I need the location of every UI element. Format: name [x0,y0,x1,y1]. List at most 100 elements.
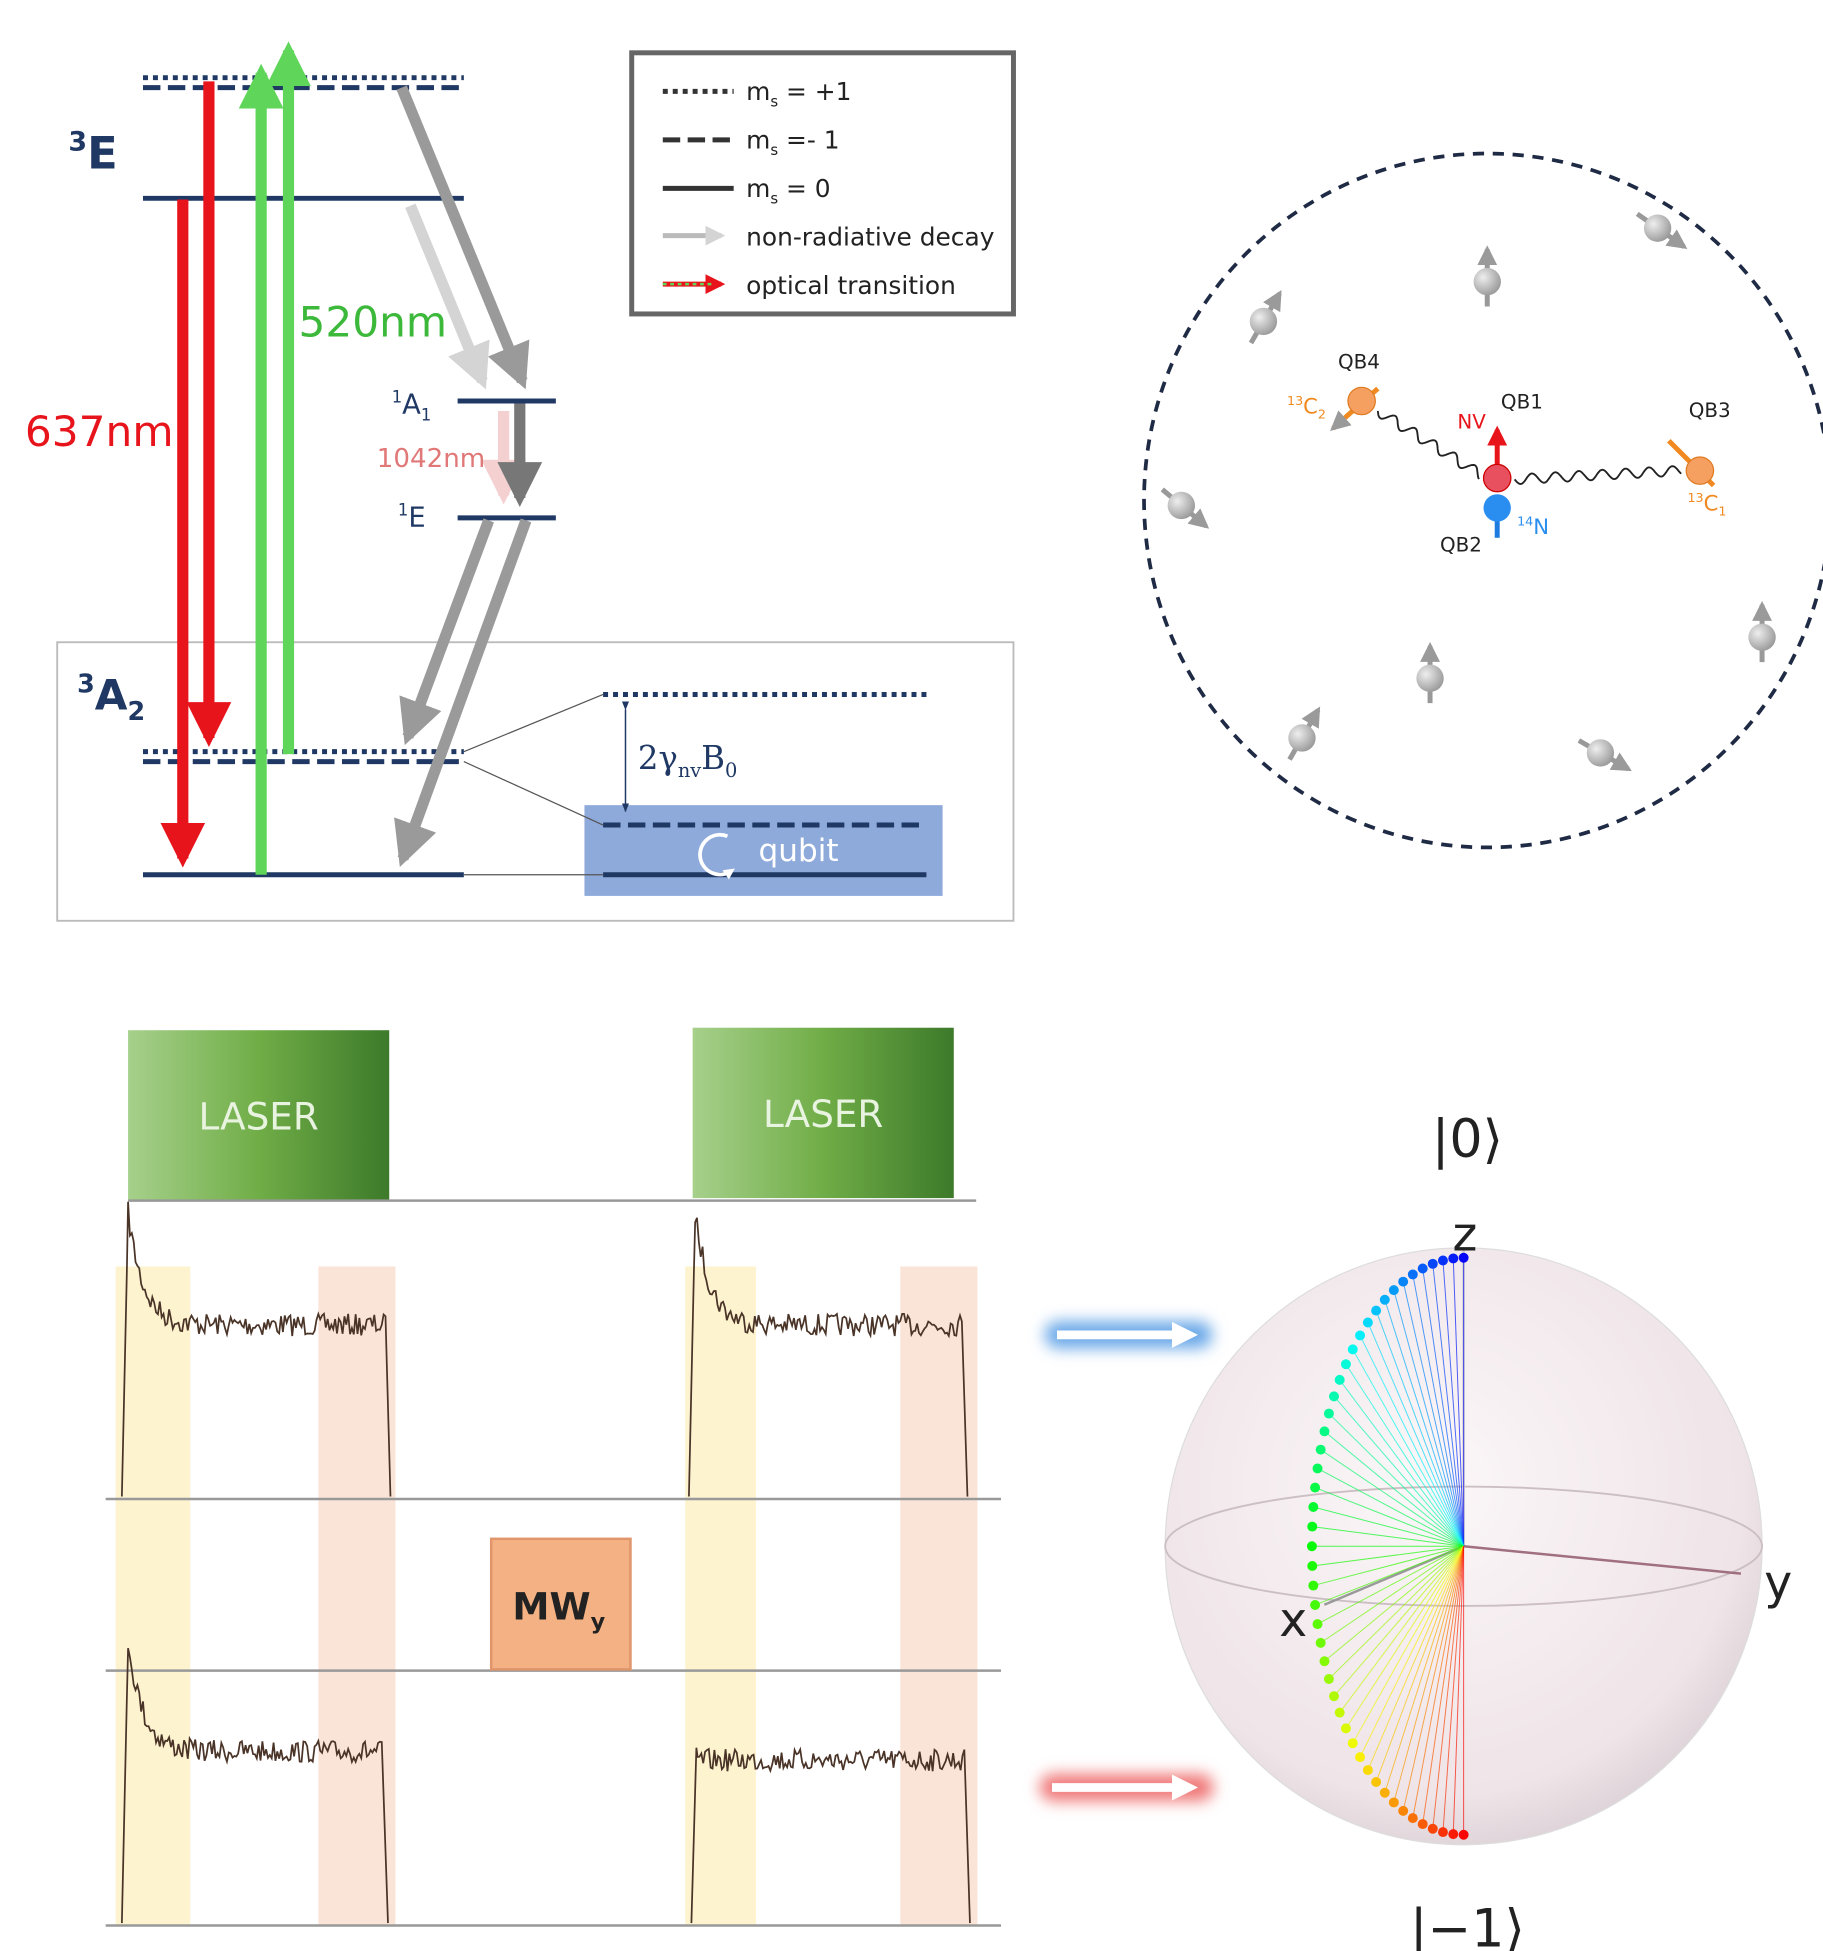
state-tip [1428,1824,1438,1834]
label-part: 3 [77,668,95,698]
figure: 3E1A11E3A2637nm520nm1042nm2γnvB0qubitms … [0,0,1823,1951]
state-tip [1335,1375,1345,1385]
label: |0⟩ [1432,1110,1503,1170]
label-part: = 0 [778,174,830,203]
bath-spin [1416,665,1443,692]
zoom-line [464,694,603,751]
page: { "energy_diagram": { "levels": [ {"sup"… [0,0,1823,1951]
label-part: 2γ [638,739,678,777]
label: ms = 0 [746,174,830,207]
label-part: MW [512,1585,590,1629]
bloch-sphere [1165,1248,1762,1845]
label-part: B [701,739,725,777]
state-tip [1319,1426,1329,1436]
label: LASER [198,1095,318,1139]
label-part: 1 [1718,504,1726,519]
state-tip [1348,1344,1358,1354]
state-tip [1319,1656,1329,1666]
label: 1042nm [377,444,485,474]
bath-spin [1644,214,1671,241]
label: qubit [759,833,839,869]
label: QB2 [1440,533,1482,556]
spin-register [1144,154,1823,848]
label-part: 0 [725,759,737,782]
state-tip [1341,1359,1351,1369]
label-part: =- 1 [778,126,839,155]
state-tip [1371,1306,1381,1316]
label-part: y [591,1609,606,1635]
state-tip [1380,1788,1390,1798]
label-part: non-radiative decay [746,223,994,252]
state-tip [1316,1445,1326,1455]
state-tip [1308,1581,1318,1591]
bath-spin [1748,624,1775,651]
label: 2γnvB0 [638,739,737,782]
bath-spin [1288,724,1315,751]
label: QB4 [1338,351,1380,374]
state-tip [1389,1285,1399,1295]
state-tip [1448,1829,1458,1839]
decay-arrow [410,206,482,381]
label-part: optical transition [746,271,956,300]
label: 1A1 [392,387,432,424]
zoom-line [464,762,603,825]
state-tip [1363,1765,1373,1775]
state-tip [1371,1777,1381,1787]
label: 13C2 [1287,393,1326,422]
state-tip [1389,1797,1399,1807]
label: y [1764,1556,1792,1611]
label-part: C [1704,490,1719,515]
label: non-radiative decay [746,223,994,252]
bath-spin [1474,268,1501,295]
label-part: A [402,389,421,420]
n-spin [1484,494,1511,521]
label: 13C1 [1687,490,1726,519]
state-tip [1316,1638,1326,1648]
bath-spin [1168,492,1195,519]
label-part: C [1303,393,1318,418]
state-tip [1341,1723,1351,1733]
boundary [1144,154,1823,848]
label-part: 2 [127,696,145,726]
decay-arrow [408,520,489,736]
state-tip [1398,1277,1408,1287]
label: 3E [68,126,117,179]
label: ms =- 1 [746,126,839,159]
bath-spins [1162,214,1775,769]
coupling [1515,466,1682,484]
state-tip [1438,1827,1448,1837]
state-tip [1310,1483,1320,1493]
label-part: m [746,126,770,155]
signal-window [116,1266,191,1925]
state-tip [1348,1738,1358,1748]
state-tip [1380,1295,1390,1305]
pulse-sequence [106,1028,1214,1926]
label: x [1279,1593,1307,1648]
label-part: 14 [1517,514,1533,529]
couplings [1378,411,1681,484]
energy-diagram [57,50,1013,920]
label: LASER [763,1092,883,1136]
label-part: nv [678,759,701,782]
label-part: N [1533,514,1549,539]
state-tip [1310,1600,1320,1610]
state-tip [1324,1409,1334,1419]
label-part: 13 [1287,393,1303,408]
state-tip [1313,1619,1323,1629]
state-tip [1398,1806,1408,1816]
label: 637nm [25,407,174,456]
state-tip [1335,1708,1345,1718]
state-tip [1308,1502,1318,1512]
state-tip [1428,1259,1438,1269]
label-part: 1 [421,405,431,424]
state-tip [1438,1255,1448,1265]
label: |−1⟩ [1410,1900,1525,1951]
state-tip [1418,1819,1428,1829]
label-part: 13 [1687,490,1703,505]
state-tip [1355,1752,1365,1762]
label-part: 2 [1318,407,1326,422]
label: z [1452,1207,1477,1262]
state-tip [1313,1463,1323,1473]
label-part: m [746,77,770,106]
label: ms = +1 [746,77,851,110]
